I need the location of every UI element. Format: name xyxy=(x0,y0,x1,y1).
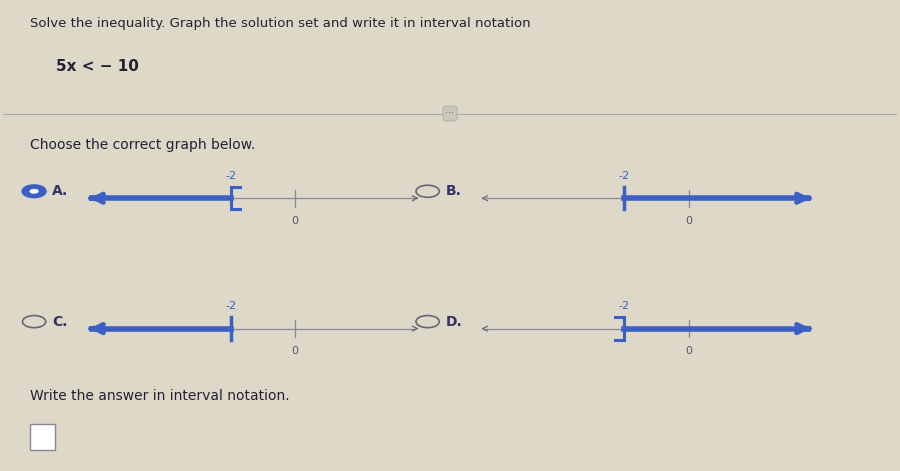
Circle shape xyxy=(22,185,46,197)
Text: B.: B. xyxy=(446,184,462,198)
Text: -2: -2 xyxy=(225,171,236,180)
Text: 5x < − 10: 5x < − 10 xyxy=(57,58,140,73)
Text: A.: A. xyxy=(52,184,68,198)
Text: 0: 0 xyxy=(292,346,299,356)
Circle shape xyxy=(416,316,439,328)
Circle shape xyxy=(22,316,46,328)
FancyBboxPatch shape xyxy=(30,424,55,450)
Text: C.: C. xyxy=(52,315,68,329)
Text: 0: 0 xyxy=(685,216,692,226)
Text: Write the answer in interval notation.: Write the answer in interval notation. xyxy=(30,389,289,403)
Circle shape xyxy=(416,185,439,197)
Text: Solve the inequality. Graph the solution set and write it in interval notation: Solve the inequality. Graph the solution… xyxy=(30,17,530,30)
Text: -2: -2 xyxy=(225,301,236,311)
Text: -2: -2 xyxy=(618,171,630,180)
Text: -2: -2 xyxy=(618,301,630,311)
Text: D.: D. xyxy=(446,315,463,329)
Text: ···: ··· xyxy=(446,108,454,119)
Circle shape xyxy=(30,189,39,194)
Text: Choose the correct graph below.: Choose the correct graph below. xyxy=(30,138,255,152)
Text: 0: 0 xyxy=(292,216,299,226)
Text: 0: 0 xyxy=(685,346,692,356)
